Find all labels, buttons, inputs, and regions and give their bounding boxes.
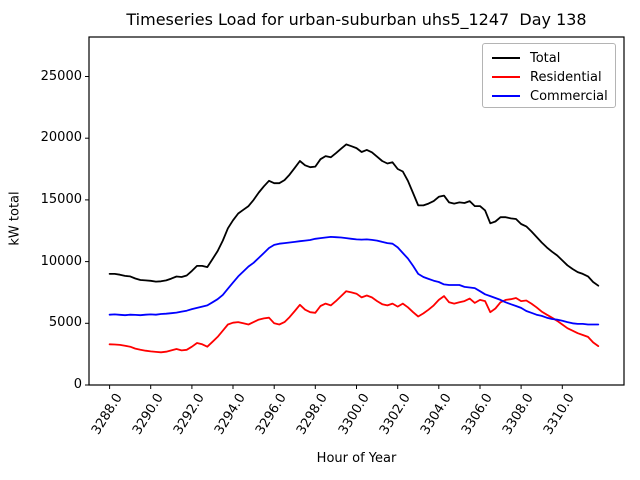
chart-title: Timeseries Load for urban-suburban uhs5_… [126,10,587,29]
legend-item-residential: Residential [492,68,615,86]
y-tick-label: 15000 [40,191,82,207]
series-line-commercial [108,235,600,326]
legend-label-total: Total [530,50,561,66]
legend: Total Residential Commercial [482,43,616,108]
y-axis-label: kW total [7,191,23,246]
legend-line-residential [492,76,520,78]
legend-item-total: Total [492,49,615,67]
y-tick-label: 20000 [40,130,82,146]
series-line-total [108,143,600,287]
y-tick-label: 0 [73,377,82,392]
y-tick-label: 25000 [40,68,82,84]
legend-item-commercial: Commercial [492,87,615,105]
y-tick-label: 10000 [40,253,82,269]
legend-label-commercial: Commercial [530,88,608,104]
series-line-residential [108,290,600,354]
y-tick-label: 5000 [48,315,82,331]
legend-line-commercial [492,95,520,97]
legend-line-total [492,57,520,59]
axes-frame [88,36,625,386]
legend-label-residential: Residential [530,69,602,85]
x-axis-label: Hour of Year [316,451,397,466]
